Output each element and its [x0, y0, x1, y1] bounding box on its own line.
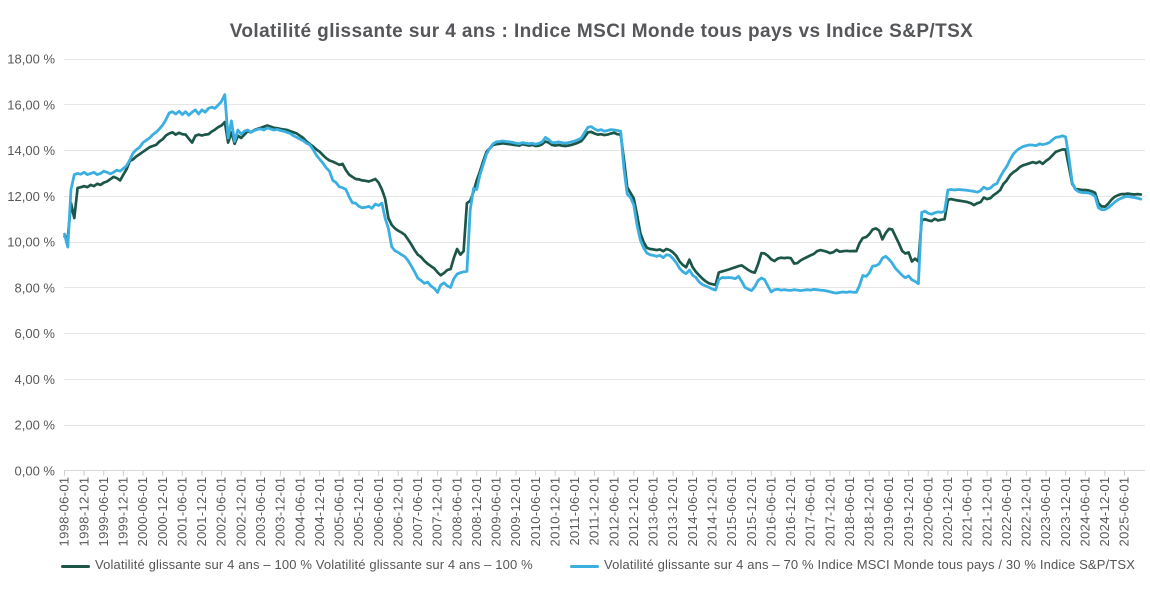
svg-text:2000-12-01: 2000-12-01: [155, 477, 170, 547]
svg-text:2019-12-01: 2019-12-01: [901, 477, 916, 547]
svg-text:2003-06-01: 2003-06-01: [253, 477, 268, 547]
svg-text:4,00 %: 4,00 %: [15, 372, 56, 387]
svg-text:2005-06-01: 2005-06-01: [332, 477, 347, 547]
svg-text:2016-06-01: 2016-06-01: [763, 477, 778, 547]
svg-text:2020-12-01: 2020-12-01: [940, 477, 955, 547]
svg-text:2011-06-01: 2011-06-01: [567, 477, 582, 546]
svg-text:2001-12-01: 2001-12-01: [194, 477, 209, 547]
svg-text:2008-06-01: 2008-06-01: [449, 477, 464, 547]
svg-text:0,00 %: 0,00 %: [15, 463, 56, 478]
svg-text:2007-06-01: 2007-06-01: [410, 477, 425, 547]
svg-text:6,00 %: 6,00 %: [15, 326, 56, 341]
svg-text:2009-12-01: 2009-12-01: [508, 477, 523, 547]
svg-text:1998-06-01: 1998-06-01: [57, 477, 72, 547]
svg-text:2010-12-01: 2010-12-01: [548, 477, 563, 547]
svg-text:2021-12-01: 2021-12-01: [979, 477, 994, 547]
svg-text:2018-12-01: 2018-12-01: [862, 477, 877, 547]
svg-text:2005-12-01: 2005-12-01: [351, 477, 366, 547]
svg-text:10,00 %: 10,00 %: [7, 235, 55, 250]
svg-text:2004-06-01: 2004-06-01: [292, 477, 307, 547]
svg-text:2012-12-01: 2012-12-01: [626, 477, 641, 547]
svg-text:16,00 %: 16,00 %: [7, 97, 55, 112]
svg-text:2018-06-01: 2018-06-01: [842, 477, 857, 547]
svg-text:18,00 %: 18,00 %: [7, 52, 55, 67]
svg-text:2022-06-01: 2022-06-01: [999, 477, 1014, 547]
svg-text:2017-06-01: 2017-06-01: [803, 477, 818, 547]
svg-text:14,00 %: 14,00 %: [7, 143, 55, 158]
svg-text:2003-12-01: 2003-12-01: [273, 477, 288, 547]
svg-text:2004-12-01: 2004-12-01: [312, 477, 327, 547]
svg-text:2023-12-01: 2023-12-01: [1058, 477, 1073, 547]
svg-text:2024-06-01: 2024-06-01: [1078, 477, 1093, 547]
svg-text:2010-06-01: 2010-06-01: [528, 477, 543, 547]
svg-text:2008-12-01: 2008-12-01: [469, 477, 484, 547]
svg-text:12,00 %: 12,00 %: [7, 189, 55, 204]
svg-text:2021-06-01: 2021-06-01: [960, 476, 975, 546]
svg-text:1999-06-01: 1999-06-01: [96, 477, 111, 547]
svg-text:2023-06-01: 2023-06-01: [1038, 477, 1053, 547]
svg-text:2001-06-01: 2001-06-01: [175, 477, 190, 547]
svg-text:2006-06-01: 2006-06-01: [371, 477, 386, 547]
svg-text:2002-12-01: 2002-12-01: [233, 477, 248, 547]
svg-text:2014-06-01: 2014-06-01: [685, 477, 700, 547]
svg-text:2013-12-01: 2013-12-01: [665, 477, 680, 547]
svg-text:2015-06-01: 2015-06-01: [724, 477, 739, 547]
svg-text:2007-12-01: 2007-12-01: [430, 477, 445, 547]
svg-text:2011-12-01: 2011-12-01: [587, 477, 602, 546]
svg-text:2013-06-01: 2013-06-01: [646, 477, 661, 547]
svg-text:2000-06-01: 2000-06-01: [135, 477, 150, 547]
svg-text:2022-12-01: 2022-12-01: [1019, 477, 1034, 547]
svg-text:2024-12-01: 2024-12-01: [1097, 477, 1112, 547]
svg-text:2025-06-01: 2025-06-01: [1117, 477, 1132, 547]
svg-text:2,00 %: 2,00 %: [15, 418, 56, 433]
svg-text:2002-06-01: 2002-06-01: [214, 477, 229, 547]
svg-text:2014-12-01: 2014-12-01: [705, 477, 720, 547]
svg-text:1998-12-01: 1998-12-01: [76, 477, 91, 547]
svg-text:2020-06-01: 2020-06-01: [920, 477, 935, 547]
svg-text:1999-12-01: 1999-12-01: [116, 477, 131, 547]
svg-text:2016-12-01: 2016-12-01: [783, 477, 798, 547]
svg-text:2006-12-01: 2006-12-01: [390, 477, 405, 547]
svg-text:2019-06-01: 2019-06-01: [881, 477, 896, 547]
svg-text:2015-12-01: 2015-12-01: [744, 477, 759, 547]
svg-text:8,00 %: 8,00 %: [15, 280, 56, 295]
svg-text:2009-06-01: 2009-06-01: [489, 476, 504, 546]
svg-text:2012-06-01: 2012-06-01: [606, 477, 621, 547]
svg-text:2017-12-01: 2017-12-01: [822, 477, 837, 547]
